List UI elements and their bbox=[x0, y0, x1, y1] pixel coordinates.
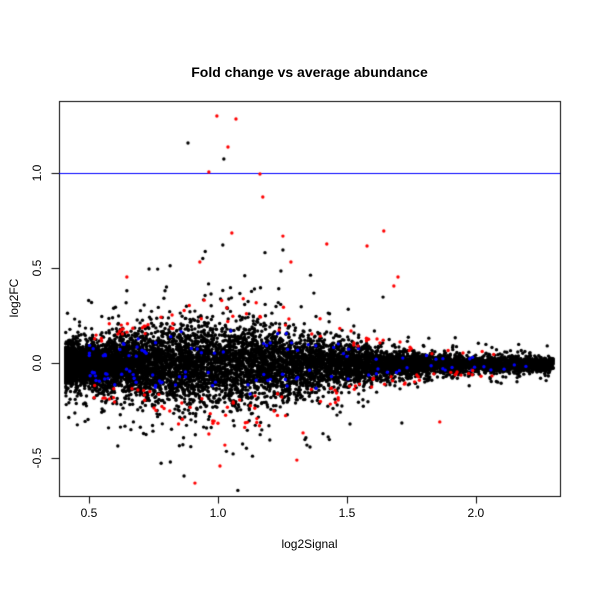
x-axis-title: log2Signal bbox=[281, 537, 338, 551]
y-tick-label: 0.0 bbox=[30, 354, 44, 372]
y-tick-label: -0.5 bbox=[30, 447, 44, 469]
y-axis-title-text: log2FC bbox=[7, 278, 21, 318]
x-tick-label: 2.0 bbox=[467, 506, 485, 520]
x-tick-label: 1.5 bbox=[338, 506, 356, 520]
chart-title: Fold change vs average abundance bbox=[191, 64, 428, 80]
x-tick-label: 1.0 bbox=[209, 506, 227, 520]
y-tick-label: 1.0 bbox=[30, 164, 44, 182]
y-tick-label: 0.5 bbox=[30, 259, 44, 277]
x-tick-label: 0.5 bbox=[80, 506, 98, 520]
